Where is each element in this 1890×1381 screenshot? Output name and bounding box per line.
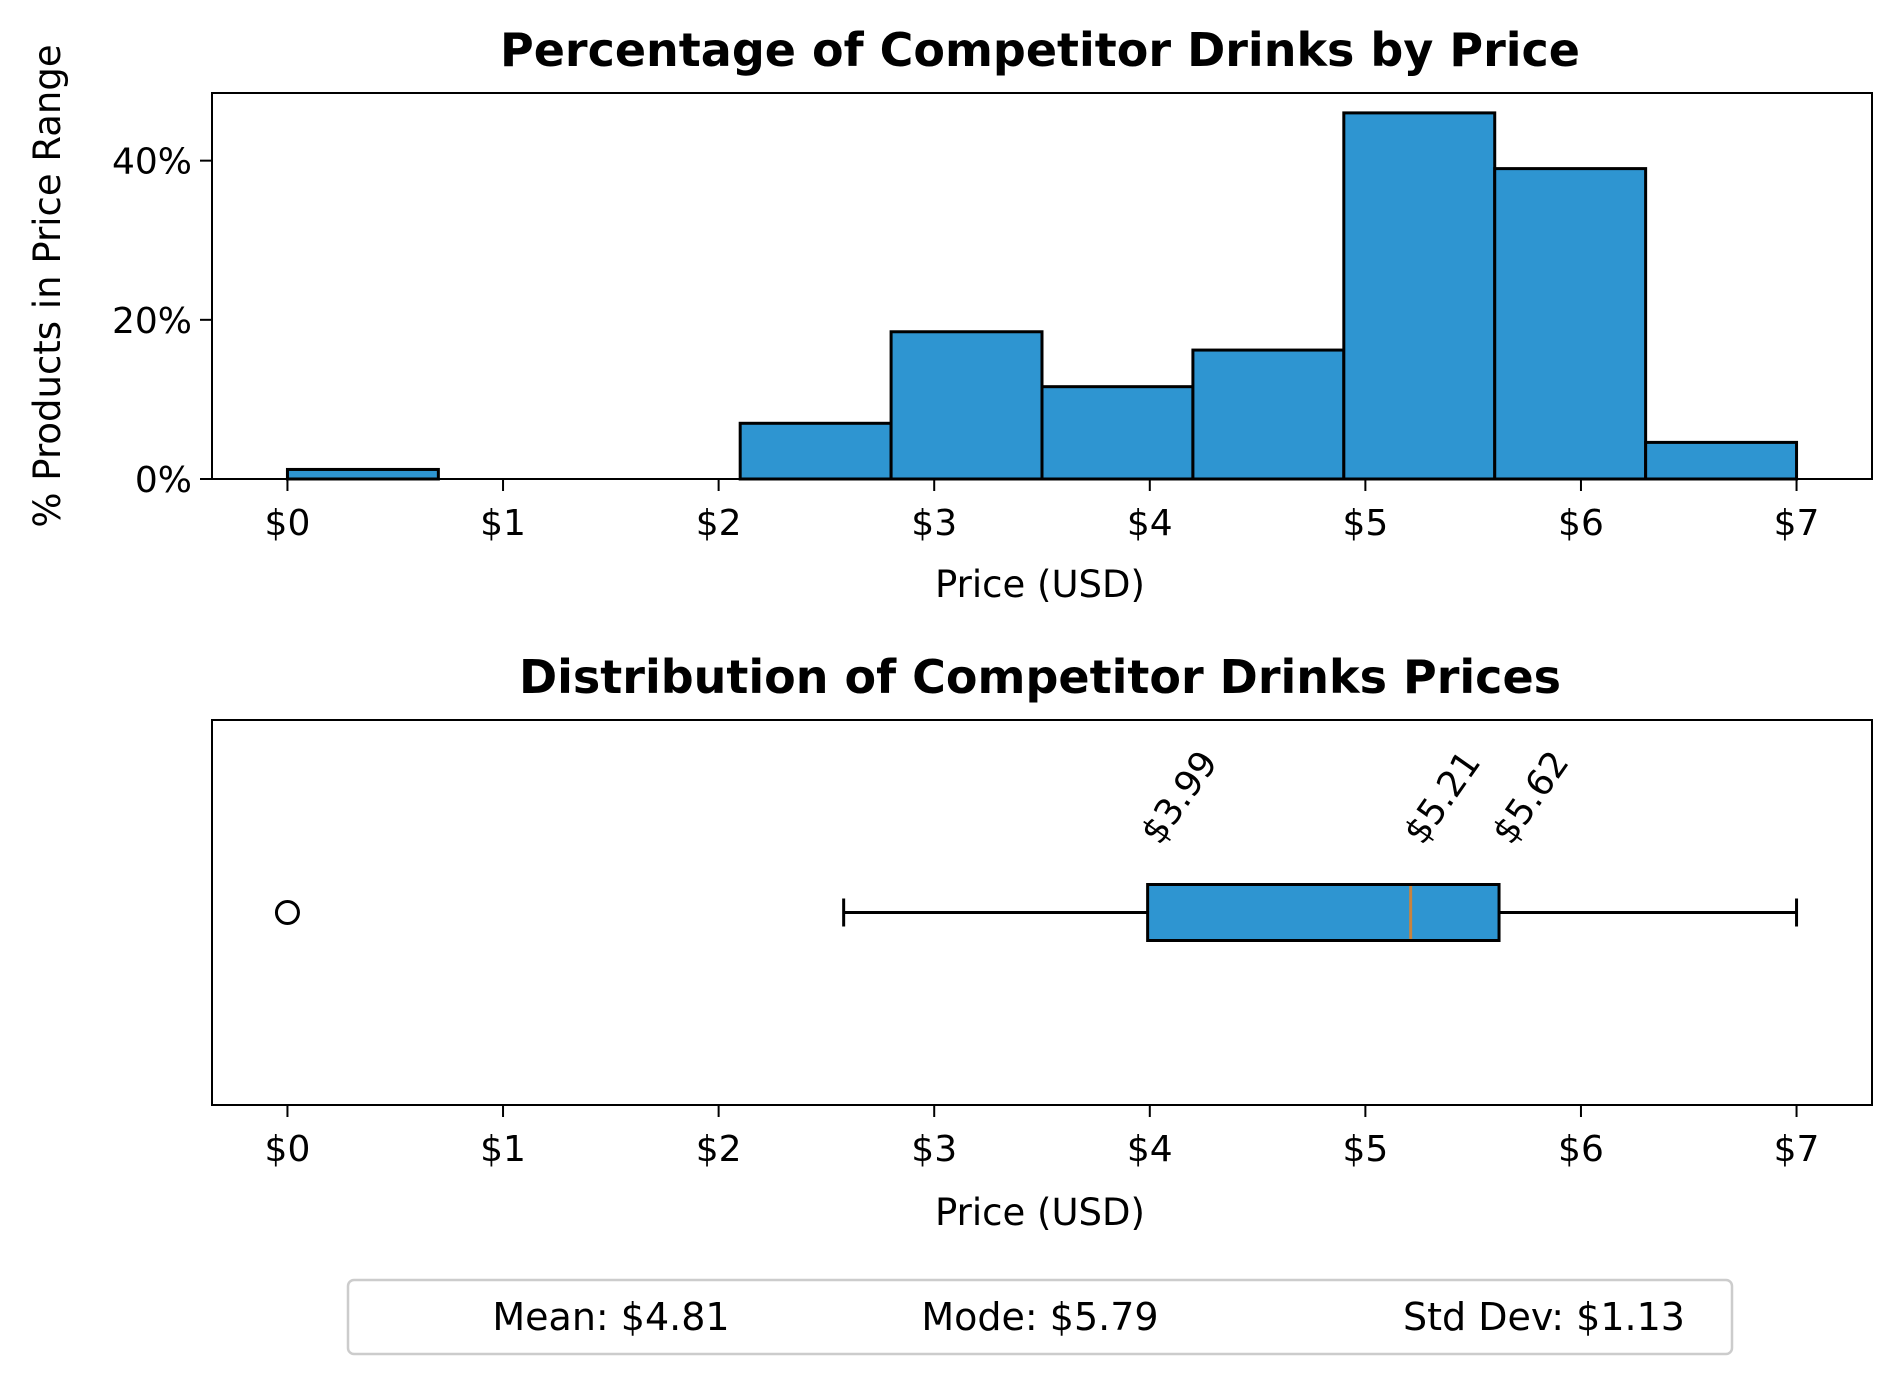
histogram-y-tick-label: 0% [135, 460, 192, 501]
histogram-bars [285, 111, 1799, 481]
histogram-bar [889, 330, 1044, 481]
histogram-title: Percentage of Competitor Drinks by Price [500, 23, 1580, 77]
histogram-axes-frame [211, 92, 1873, 480]
boxplot-x-tick-label: $5 [1342, 1129, 1388, 1170]
histogram-bar [1493, 167, 1648, 481]
histogram-y-tick-label: 20% [112, 301, 192, 342]
histogram-y-ticks: 0% 20% 40% [112, 142, 212, 501]
histogram-x-tick-label: $3 [911, 503, 957, 544]
histogram-y-axis-label: % Products in Price Range [26, 44, 69, 527]
boxplot-x-tick-label: $4 [1127, 1129, 1173, 1170]
boxplot-box [1146, 883, 1501, 942]
boxplot-x-tick-label: $0 [265, 1129, 311, 1170]
histogram-bar [1644, 440, 1799, 481]
boxplot-x-tick-label: $3 [911, 1129, 957, 1170]
histogram-bar [738, 421, 893, 481]
stats-legend-frame [346, 1278, 1734, 1356]
boxplot-x-tick-label: $2 [696, 1129, 742, 1170]
histogram-x-tick-label: $0 [265, 503, 311, 544]
histogram-x-tick-label: $5 [1342, 503, 1388, 544]
boxplot-elements [274, 883, 1799, 942]
boxplot-chart: Distribution of Competitor Drinks Prices… [211, 650, 1873, 1234]
stat-std-dev: Std Dev: $1.13 [1403, 1295, 1685, 1339]
histogram-x-tick-label: $2 [696, 503, 742, 544]
histogram-x-tick-label: $7 [1774, 503, 1820, 544]
boxplot-axes-frame [211, 719, 1873, 1106]
histogram-bar [285, 467, 440, 481]
histogram-x-tick-label: $1 [480, 503, 526, 544]
boxplot-outlier [274, 900, 300, 925]
boxplot-x-ticks: $0 $1 $2 $3 $4 $5 $6 $7 [265, 1105, 1820, 1170]
histogram-bar [1342, 111, 1497, 481]
histogram-y-tick-label: 40% [112, 142, 192, 183]
boxplot-x-axis-label: Price (USD) [935, 1191, 1145, 1234]
histogram-bar [1040, 385, 1195, 481]
histogram-x-tick-label: $4 [1127, 503, 1173, 544]
histogram-x-tick-label: $6 [1558, 503, 1604, 544]
stat-mean: Mean: $4.81 [492, 1295, 729, 1339]
boxplot-x-tick-label: $6 [1558, 1129, 1604, 1170]
boxplot-x-tick-label: $7 [1774, 1129, 1820, 1170]
stat-mode: Mode: $5.79 [921, 1295, 1158, 1339]
stats-legend: Mean: $4.81 Mode: $5.79 Std Dev: $1.13 [346, 1278, 1734, 1356]
histogram-bar [1191, 348, 1346, 481]
histogram-x-axis-label: Price (USD) [935, 563, 1145, 606]
histogram-chart: Percentage of Competitor Drinks by Price… [26, 23, 1873, 606]
boxplot-title: Distribution of Competitor Drinks Prices [519, 650, 1561, 704]
boxplot-x-tick-label: $1 [480, 1129, 526, 1170]
histogram-x-ticks: $0 $1 $2 $3 $4 $5 $6 $7 [265, 479, 1820, 544]
